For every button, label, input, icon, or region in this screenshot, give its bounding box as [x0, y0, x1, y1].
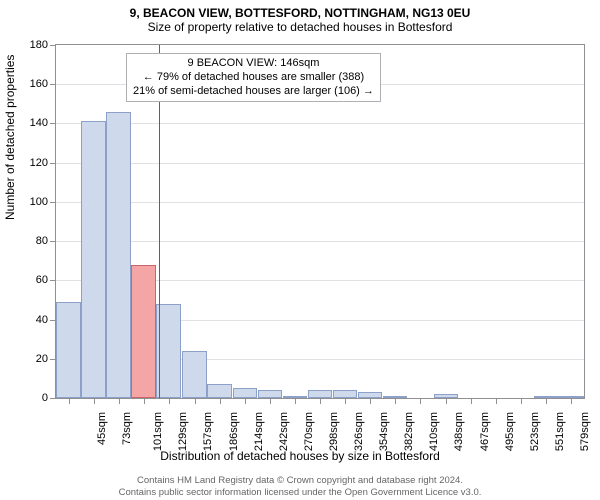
annotation-line1: 9 BEACON VIEW: 146sqm	[188, 57, 320, 69]
x-tick	[220, 398, 221, 404]
x-tick-label: 214sqm	[253, 412, 265, 451]
x-tick-label: 410sqm	[428, 412, 440, 451]
histogram-bar-highlight	[131, 265, 156, 398]
x-tick	[69, 398, 70, 404]
x-tick-label: 298sqm	[328, 412, 340, 451]
x-tick	[420, 398, 421, 404]
x-tick-label: 242sqm	[278, 412, 290, 451]
histogram-bar	[182, 351, 207, 398]
x-tick	[345, 398, 346, 404]
x-tick	[169, 398, 170, 404]
chart-title: 9, BEACON VIEW, BOTTESFORD, NOTTINGHAM, …	[0, 0, 600, 20]
x-tick	[395, 398, 396, 404]
histogram-bar	[81, 121, 106, 398]
x-tick	[195, 398, 196, 404]
x-tick-label: 129sqm	[177, 412, 189, 451]
y-tick-label: 60	[36, 274, 56, 286]
x-tick-label: 354sqm	[378, 412, 390, 451]
x-tick-label: 382sqm	[403, 412, 415, 451]
x-tick	[471, 398, 472, 404]
x-tick	[546, 398, 547, 404]
y-tick-label: 140	[30, 117, 56, 129]
x-tick-label: 326sqm	[353, 412, 365, 451]
x-tick-label: 523sqm	[529, 412, 541, 451]
y-tick-label: 80	[36, 235, 56, 247]
x-tick-label: 186sqm	[228, 412, 240, 451]
annotation-line2: ← 79% of detached houses are smaller (38…	[143, 71, 364, 83]
footnote: Contains HM Land Registry data © Crown c…	[0, 475, 600, 498]
y-tick-label: 20	[36, 353, 56, 365]
y-tick-label: 40	[36, 314, 56, 326]
histogram-bar	[207, 384, 232, 398]
histogram-bar	[233, 388, 258, 398]
y-tick-label: 180	[30, 39, 56, 51]
x-tick-label: 73sqm	[121, 412, 133, 445]
x-tick-label: 101sqm	[152, 412, 164, 451]
y-tick-label: 0	[42, 392, 56, 404]
grid-line	[56, 163, 584, 164]
y-tick-label: 120	[30, 157, 56, 169]
x-tick	[94, 398, 95, 404]
x-tick-label: 438sqm	[453, 412, 465, 451]
annotation-box: 9 BEACON VIEW: 146sqm ← 79% of detached h…	[126, 53, 381, 102]
x-tick	[119, 398, 120, 404]
histogram-bar	[56, 302, 81, 398]
histogram-bar	[333, 390, 358, 398]
x-tick	[245, 398, 246, 404]
x-tick-label: 495sqm	[504, 412, 516, 451]
grid-line	[56, 123, 584, 124]
footnote-line1: Contains HM Land Registry data © Crown c…	[137, 475, 463, 486]
x-tick	[144, 398, 145, 404]
footnote-line2: Contains public sector information licen…	[119, 487, 482, 498]
x-tick	[295, 398, 296, 404]
y-tick-label: 160	[30, 78, 56, 90]
x-tick	[521, 398, 522, 404]
x-tick-label: 467sqm	[479, 412, 491, 451]
x-tick-label: 157sqm	[202, 412, 214, 451]
plot-area: 02040608010012014016018045sqm73sqm101sqm…	[55, 44, 585, 399]
histogram-bar	[156, 304, 181, 398]
x-tick-label: 270sqm	[303, 412, 315, 451]
histogram-bar	[308, 390, 333, 398]
y-axis-label: Number of detached properties	[3, 55, 17, 220]
x-tick	[270, 398, 271, 404]
x-tick-label: 551sqm	[554, 412, 566, 451]
x-tick-label: 45sqm	[96, 412, 108, 445]
annotation-line3: 21% of semi-detached houses are larger (…	[133, 85, 374, 97]
x-tick	[320, 398, 321, 404]
x-tick-label: 579sqm	[580, 412, 592, 451]
x-tick	[446, 398, 447, 404]
grid-line	[56, 241, 584, 242]
grid-line	[56, 202, 584, 203]
histogram-bar	[106, 112, 131, 398]
x-axis-label: Distribution of detached houses by size …	[0, 449, 600, 463]
x-tick	[370, 398, 371, 404]
histogram-bar	[258, 390, 283, 398]
x-tick	[496, 398, 497, 404]
x-tick	[571, 398, 572, 404]
y-tick-label: 100	[30, 196, 56, 208]
chart-container: 9, BEACON VIEW, BOTTESFORD, NOTTINGHAM, …	[0, 0, 600, 500]
chart-subtitle: Size of property relative to detached ho…	[0, 20, 600, 34]
